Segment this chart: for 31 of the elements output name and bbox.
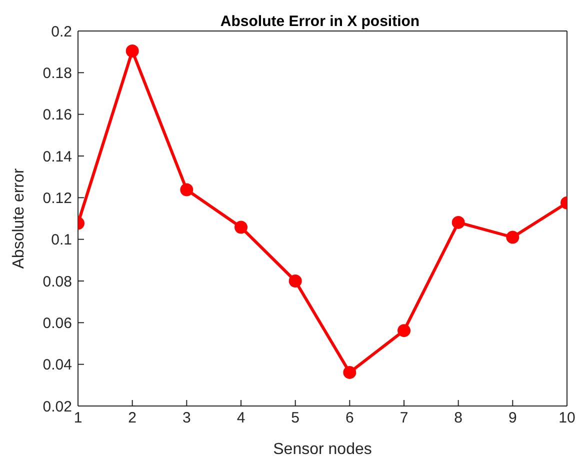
point	[452, 216, 465, 229]
chart-title: Absolute Error in X position	[220, 13, 420, 30]
y-tick-label: 0.14	[42, 148, 72, 166]
y-tick-label: 0.06	[42, 314, 72, 332]
point	[398, 324, 410, 338]
y-tick-label: 0.08	[42, 273, 72, 290]
point	[288, 274, 302, 288]
x-tick-label: 9	[508, 410, 517, 427]
point	[506, 230, 520, 244]
y-axis-title: Absolute error	[10, 168, 28, 269]
x-tick-label: 3	[182, 410, 191, 427]
x-tick-label: 4	[236, 410, 246, 427]
x-tick-label: 7	[400, 410, 408, 427]
y-tick-label: 0.1	[51, 232, 72, 249]
y-tick-label: 0.02	[42, 398, 72, 416]
y-tick-label: 0.16	[42, 106, 72, 124]
point	[343, 366, 356, 379]
y-tick-label: 0.18	[42, 64, 72, 82]
y-tick-label: 0.12	[42, 190, 72, 207]
x-tick-label: 8	[454, 410, 463, 427]
x-tick-label: 10	[558, 410, 576, 427]
x-tick-label: 1	[74, 410, 82, 427]
point	[234, 220, 248, 234]
y-tick-label: 0.2	[51, 23, 72, 40]
x-tick-label: 2	[128, 410, 137, 427]
x-axis-title: Sensor nodes	[273, 441, 372, 458]
point	[126, 44, 139, 58]
y-tick-label: 0.04	[42, 356, 72, 374]
point	[180, 183, 194, 196]
x-tick-label: 6	[345, 410, 354, 427]
x-tick-label: 5	[291, 410, 300, 427]
